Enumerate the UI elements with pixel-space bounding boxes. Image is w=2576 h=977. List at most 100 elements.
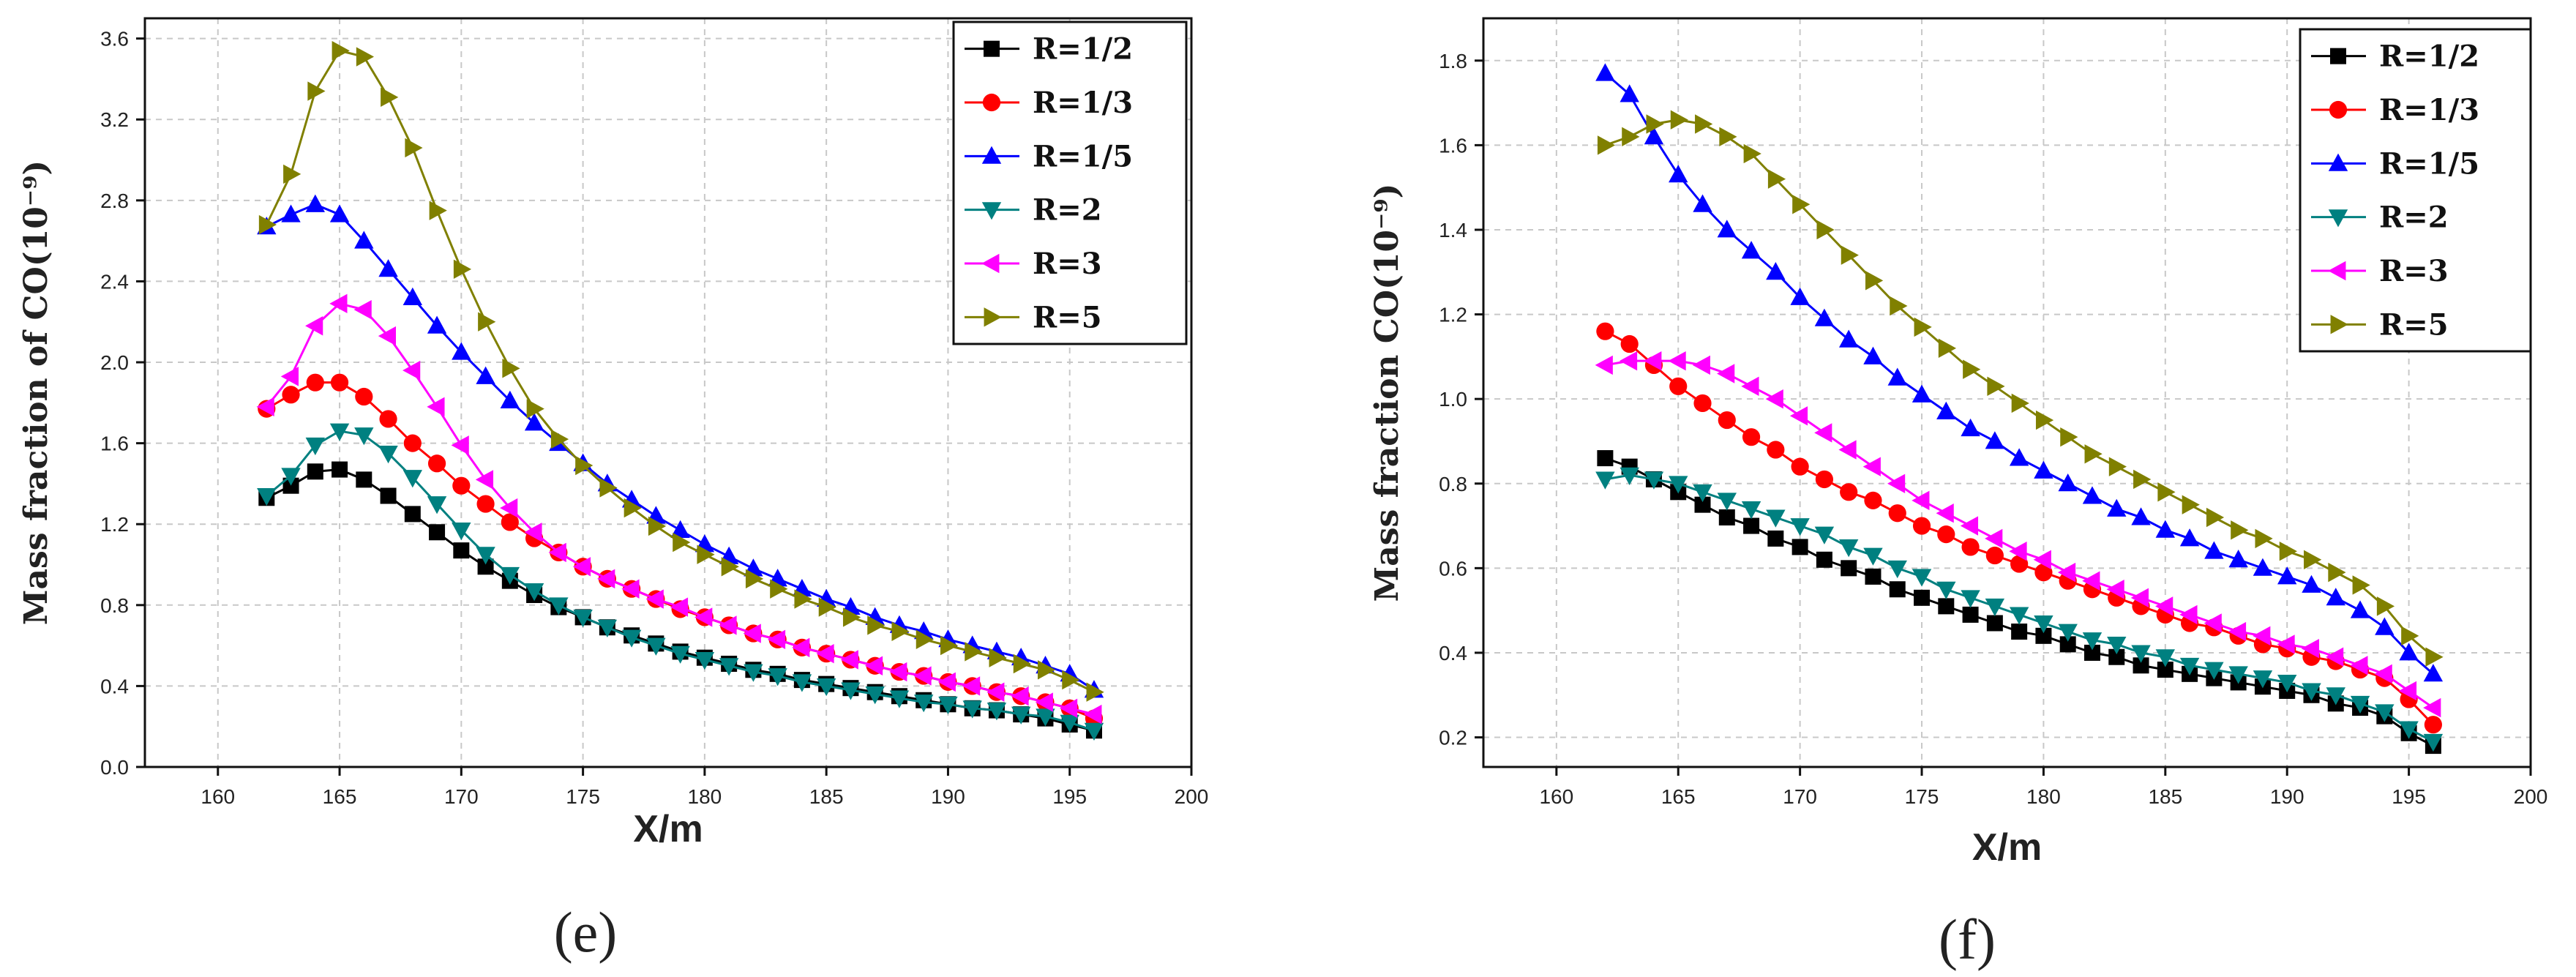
data-point <box>965 642 983 662</box>
data-point <box>2399 643 2419 661</box>
data-point <box>867 615 886 635</box>
data-point <box>1620 467 1639 485</box>
data-point <box>2084 444 2103 464</box>
data-point <box>1985 546 2004 565</box>
data-point <box>2182 495 2200 514</box>
data-point <box>2253 626 2271 646</box>
data-point <box>962 676 981 696</box>
y-tick-label: 0.8 <box>100 594 129 617</box>
data-point <box>599 478 618 498</box>
data-point <box>913 666 932 686</box>
data-point <box>281 204 301 222</box>
data-point <box>1838 539 1859 558</box>
data-point <box>2301 638 2319 659</box>
data-point <box>2277 566 2297 585</box>
data-point <box>1717 220 1737 238</box>
data-point <box>1596 322 1614 340</box>
data-point <box>1717 364 1735 383</box>
y-tick-label: 1.4 <box>1439 219 1467 242</box>
y-axis-label: Mass fraction of CO(10⁻⁹) <box>18 160 55 626</box>
legend-item: R=1/2 <box>2311 40 2479 74</box>
y-tick-label: 1.2 <box>1439 304 1467 326</box>
data-point <box>1814 308 1835 326</box>
legend-item: R=2 <box>965 193 1102 228</box>
data-point <box>282 386 300 404</box>
data-point <box>743 624 761 643</box>
x-tick-label: 160 <box>1539 785 1573 808</box>
data-point <box>429 524 446 541</box>
data-point <box>356 471 372 488</box>
data-point <box>1936 581 1956 600</box>
data-point <box>2302 574 2321 593</box>
y-tick-label: 1.8 <box>1439 50 1467 72</box>
data-point <box>2108 457 2127 476</box>
data-point <box>719 658 739 676</box>
data-point <box>1741 501 1761 520</box>
legend-item: R=2 <box>2311 201 2449 235</box>
data-point <box>1791 457 1809 476</box>
data-point <box>673 532 691 553</box>
data-point <box>2082 486 2103 504</box>
data-point <box>378 326 397 346</box>
data-point <box>1912 490 1930 511</box>
x-tick-label: 175 <box>1905 785 1939 808</box>
data-point <box>2157 482 2176 502</box>
y-tick-label: 0.4 <box>1439 642 1467 665</box>
data-point <box>986 682 1005 702</box>
data-point <box>864 656 883 675</box>
data-point <box>1840 483 1858 501</box>
data-point <box>1986 615 2003 632</box>
data-point <box>2326 647 2344 667</box>
data-point <box>770 579 788 599</box>
data-point <box>355 387 373 406</box>
data-point <box>1985 598 2005 617</box>
data-point <box>1914 317 1932 337</box>
data-point <box>1086 682 1104 702</box>
data-point <box>1669 165 1688 183</box>
data-point <box>1693 194 1712 212</box>
plot-frame <box>1482 17 2532 768</box>
data-point <box>1937 525 1955 544</box>
data-point <box>1038 660 1056 680</box>
data-point <box>670 520 690 538</box>
data-point <box>2350 600 2370 618</box>
data-point <box>2179 604 2198 625</box>
data-point <box>938 696 958 715</box>
series-R=2 <box>1595 467 2444 752</box>
data-point <box>1693 484 1712 503</box>
x-tick-label: 185 <box>809 785 844 808</box>
data-point <box>1718 411 1736 430</box>
legend-item: R=5 <box>2311 307 2449 342</box>
data-point <box>670 645 690 664</box>
data-point <box>1741 376 1759 397</box>
series-R=1/2 <box>258 461 1102 739</box>
data-point <box>1692 355 1710 375</box>
data-point <box>1814 526 1835 544</box>
series-line <box>266 381 1095 720</box>
data-point <box>1838 329 1859 348</box>
data-point <box>1889 581 1906 598</box>
legend-box <box>2299 28 2532 353</box>
data-point <box>1743 517 1760 534</box>
legend-label: R=3 <box>2379 254 2449 288</box>
data-point <box>305 194 325 212</box>
data-point <box>2107 498 2127 517</box>
data-point <box>526 399 544 419</box>
data-point <box>477 558 494 575</box>
data-point <box>621 579 640 599</box>
data-point <box>1619 351 1638 371</box>
data-point <box>257 488 277 506</box>
data-point <box>1887 367 1907 386</box>
data-point <box>2060 427 2078 447</box>
data-point <box>1622 127 1640 147</box>
data-point <box>452 523 471 541</box>
data-point <box>1767 530 1784 547</box>
y-tick-label: 1.6 <box>1439 134 1467 157</box>
data-point <box>1766 509 1786 528</box>
data-point <box>451 435 469 455</box>
legend-item: R=1/2 <box>965 32 1133 67</box>
data-point <box>645 589 664 609</box>
data-point <box>2204 662 2224 680</box>
data-point <box>2011 624 2028 640</box>
data-point <box>2302 683 2321 701</box>
